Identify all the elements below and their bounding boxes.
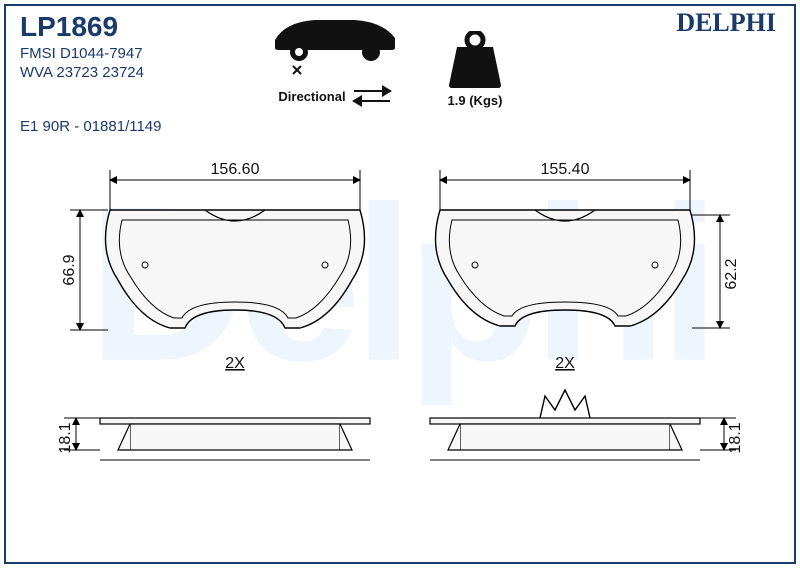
pad-right-qty: 2X [555, 355, 575, 372]
car-icon [265, 10, 405, 80]
pad-left-outline [106, 210, 365, 328]
directional-label: Directional [278, 89, 345, 104]
clip-icon [540, 390, 590, 418]
pad-right-group: 155.40 62.2 2X 18.1 [430, 161, 744, 460]
part-number: LP1869 [20, 12, 144, 43]
title-block: LP1869 FMSI D1044-7947 WVA 23723 23724 [20, 12, 144, 81]
icon-row: Directional 1.9 (Kgs) [265, 10, 505, 108]
pad-left-group: 156.60 66.9 2X 18.1 [57, 161, 370, 460]
pad-right-side: 18.1 [430, 390, 744, 460]
weight-icon [445, 31, 505, 89]
car-icon-group: Directional [265, 10, 405, 108]
brand-logo: DELPHI [676, 8, 776, 38]
wva-code: WVA 23723 23724 [20, 64, 144, 81]
pad-right-height: 62.2 [723, 258, 740, 289]
pad-right-thk: 18.1 [727, 422, 744, 453]
drawing-area: 156.60 66.9 2X 18.1 [0, 160, 800, 560]
pad-left-height: 66.9 [61, 254, 78, 285]
fmsi-code: FMSI D1044-7947 [20, 45, 144, 62]
pad-left-qty: 2X [225, 355, 245, 372]
pad-right-width: 155.40 [541, 161, 590, 178]
technical-drawing: 156.60 66.9 2X 18.1 [0, 160, 800, 560]
directional-arrows-icon [352, 84, 392, 108]
weight-icon-group: 1.9 (Kgs) [445, 31, 505, 108]
pad-left-thk: 18.1 [57, 422, 74, 453]
weight-label: 1.9 (Kgs) [448, 93, 503, 108]
ecode: E1 90R - 01881/1149 [20, 118, 162, 135]
pad-left-side: 18.1 [57, 418, 370, 460]
pad-left-width: 156.60 [211, 161, 260, 178]
